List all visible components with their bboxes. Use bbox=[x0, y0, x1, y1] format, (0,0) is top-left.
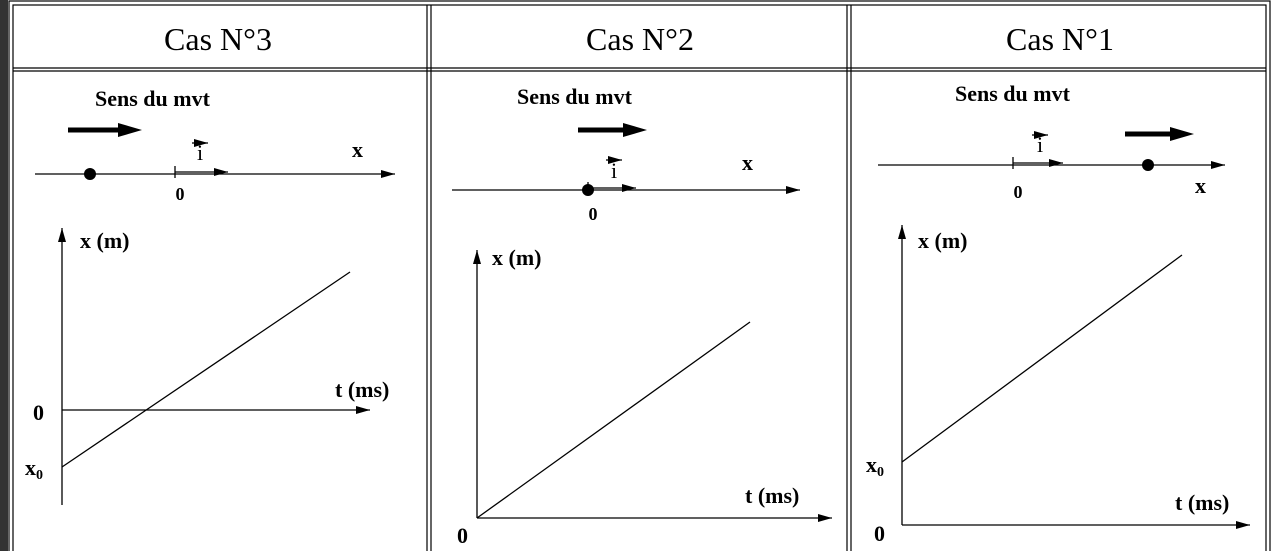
graph-origin-label: 0 bbox=[33, 400, 44, 425]
graph-origin-label: 0 bbox=[457, 523, 468, 548]
column-header: Cas N°3 bbox=[164, 21, 272, 57]
unit-vector-label: i bbox=[1037, 132, 1043, 157]
mobile-point bbox=[582, 184, 594, 196]
direction-label: Sens du mvt bbox=[95, 86, 211, 111]
t-axis-label: t (ms) bbox=[335, 377, 389, 402]
origin-label: 0 bbox=[1014, 182, 1023, 202]
direction-label: Sens du mvt bbox=[955, 81, 1071, 106]
axis-label: x bbox=[742, 150, 753, 175]
intercept-label: x0 bbox=[25, 455, 43, 483]
t-axis-label: t (ms) bbox=[745, 483, 799, 508]
unit-vector-label: i bbox=[611, 158, 617, 183]
axis-label: x bbox=[1195, 173, 1206, 198]
left-edge bbox=[0, 0, 8, 551]
intercept-main: x bbox=[25, 455, 36, 480]
intercept-label: x0 bbox=[866, 452, 884, 480]
origin-label: 0 bbox=[589, 204, 598, 224]
y-axis-label: x (m) bbox=[80, 228, 129, 253]
direction-label: Sens du mvt bbox=[517, 84, 633, 109]
y-axis-label: x (m) bbox=[918, 228, 967, 253]
intercept-main: x bbox=[866, 452, 877, 477]
graph-origin-label: 0 bbox=[874, 521, 885, 546]
intercept-subscript: 0 bbox=[877, 465, 884, 480]
mobile-point bbox=[84, 168, 96, 180]
intercept-subscript: 0 bbox=[36, 468, 43, 483]
position-line bbox=[61, 271, 351, 468]
table-borders bbox=[8, 0, 1271, 551]
y-axis-label: x (m) bbox=[492, 245, 541, 270]
position-line bbox=[901, 254, 1183, 463]
column-header: Cas N°2 bbox=[586, 21, 694, 57]
unit-vector-label: i bbox=[197, 140, 203, 165]
position-line bbox=[476, 321, 751, 519]
mobile-point bbox=[1142, 159, 1154, 171]
axis-label: x bbox=[352, 137, 363, 162]
t-axis-label: t (ms) bbox=[1175, 490, 1229, 515]
origin-label: 0 bbox=[176, 184, 185, 204]
column-header: Cas N°1 bbox=[1006, 21, 1114, 57]
